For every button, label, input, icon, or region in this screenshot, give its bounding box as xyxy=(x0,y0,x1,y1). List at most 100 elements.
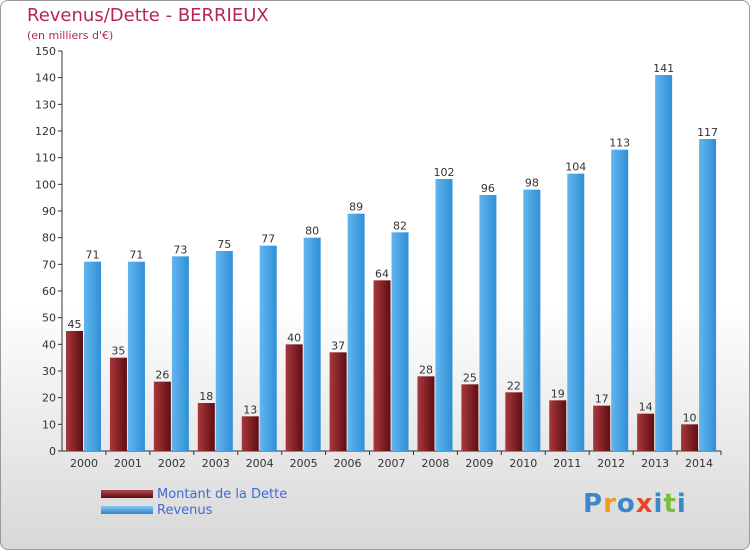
x-tick-label: 2007 xyxy=(378,457,406,470)
logo-letter: i xyxy=(653,489,664,519)
logo-letter: i xyxy=(676,489,687,519)
y-tick-label: 30 xyxy=(42,365,56,378)
data-label-revenus: 77 xyxy=(261,233,275,246)
y-tick-label: 60 xyxy=(42,285,56,298)
y-tick-label: 90 xyxy=(42,205,56,218)
y-tick-label: 40 xyxy=(42,338,56,351)
bar-revenus xyxy=(84,261,101,451)
data-label-revenus: 75 xyxy=(217,238,231,251)
bar-dette xyxy=(417,376,435,451)
data-label-revenus: 80 xyxy=(305,225,319,238)
x-tick-label: 2003 xyxy=(202,457,230,470)
legend-swatch-revenus xyxy=(101,506,153,514)
data-label-revenus: 71 xyxy=(129,249,143,262)
x-tick-label: 2002 xyxy=(158,457,186,470)
bar-dette xyxy=(197,403,215,451)
y-tick-label: 110 xyxy=(35,152,56,165)
logo-letter: t xyxy=(663,489,677,519)
bar-dette xyxy=(373,280,391,451)
bar-revenus xyxy=(347,213,365,451)
legend-label-revenus: Revenus xyxy=(157,503,213,518)
bar-dette xyxy=(637,413,655,451)
data-label-dette: 13 xyxy=(243,403,257,416)
y-tick-label: 130 xyxy=(35,98,56,111)
bar-dette xyxy=(505,392,523,451)
data-label-dette: 35 xyxy=(111,345,125,358)
y-tick-label: 0 xyxy=(49,445,56,458)
chart-subtitle: (en milliers d'€) xyxy=(27,29,114,42)
bar-revenus xyxy=(567,173,585,451)
bar-dette xyxy=(66,331,83,451)
bar-dette xyxy=(681,424,699,451)
bar-dette xyxy=(461,384,479,451)
data-label-dette: 18 xyxy=(199,390,213,403)
x-tick-label: 2012 xyxy=(597,457,625,470)
x-tick-label: 2008 xyxy=(421,457,449,470)
proxiti-logo: Proxiti xyxy=(583,489,687,519)
logo-letter: P xyxy=(583,489,604,519)
logo-letter: o xyxy=(616,489,636,519)
x-tick-label: 2011 xyxy=(553,457,581,470)
data-labels: 45 71 35 71 26 73 18 75 13 77 40 80 37 89 64 82 28 102 25 9… xyxy=(68,62,719,424)
bar-dette xyxy=(241,416,259,451)
bar-revenus xyxy=(259,245,277,451)
bar-dette xyxy=(549,400,567,451)
data-label-revenus: 96 xyxy=(481,182,495,195)
data-label-revenus: 98 xyxy=(525,177,539,190)
legend-label-dette: Montant de la Dette xyxy=(157,487,288,502)
data-label-dette: 40 xyxy=(287,331,301,344)
data-label-revenus: 89 xyxy=(349,201,363,214)
data-label-revenus: 104 xyxy=(565,161,586,174)
bar-dette xyxy=(109,357,127,451)
data-label-dette: 37 xyxy=(331,339,345,352)
data-label-dette: 26 xyxy=(155,369,169,382)
data-label-revenus: 117 xyxy=(697,126,718,139)
y-tick-label: 10 xyxy=(42,418,56,431)
x-tick-label: 2014 xyxy=(685,457,713,470)
y-tick-label: 20 xyxy=(42,392,56,405)
data-label-dette: 19 xyxy=(551,387,565,400)
bar-revenus xyxy=(391,232,409,451)
x-tick-label: 2001 xyxy=(114,457,142,470)
bar-revenus xyxy=(435,179,453,451)
data-label-dette: 64 xyxy=(375,267,389,280)
y-tick-label: 150 xyxy=(35,45,56,58)
legend-swatch-dette xyxy=(101,490,153,498)
logo-letter: x xyxy=(635,489,654,519)
x-tick-label: 2000 xyxy=(70,457,98,470)
data-label-revenus: 73 xyxy=(173,243,187,256)
bars xyxy=(66,75,717,451)
x-tick-label: 2010 xyxy=(509,457,537,470)
x-tick-label: 2005 xyxy=(290,457,318,470)
data-label-revenus: 141 xyxy=(653,62,674,75)
bar-revenus xyxy=(171,256,189,451)
logo-letter: r xyxy=(603,489,617,519)
axes: 0 10 20 30 40 50 60 70 80 90 100 110 120 130 140 150 200… xyxy=(35,45,722,470)
bar-revenus xyxy=(611,149,629,451)
data-label-revenus: 71 xyxy=(86,249,100,262)
bar-revenus xyxy=(655,75,673,451)
bar-revenus xyxy=(699,139,717,451)
bar-dette xyxy=(329,352,347,451)
data-label-dette: 14 xyxy=(639,401,653,414)
bar-dette xyxy=(285,344,303,451)
y-tick-label: 70 xyxy=(42,258,56,271)
data-label-revenus: 113 xyxy=(609,137,630,150)
y-tick-label: 140 xyxy=(35,72,56,85)
bar-dette xyxy=(153,381,171,451)
y-tick-label: 80 xyxy=(42,232,56,245)
x-tick-label: 2009 xyxy=(465,457,493,470)
data-label-dette: 28 xyxy=(419,363,433,376)
y-tick-label: 100 xyxy=(35,178,56,191)
data-label-dette: 22 xyxy=(507,379,521,392)
data-label-dette: 17 xyxy=(595,393,609,406)
data-label-revenus: 102 xyxy=(433,166,454,179)
bar-dette xyxy=(593,405,611,451)
bar-revenus xyxy=(523,189,541,451)
data-label-revenus: 82 xyxy=(393,219,407,232)
bar-revenus xyxy=(479,195,497,451)
chart-title: Revenus/Dette - BERRIEUX xyxy=(27,5,269,26)
x-tick-label: 2013 xyxy=(641,457,669,470)
